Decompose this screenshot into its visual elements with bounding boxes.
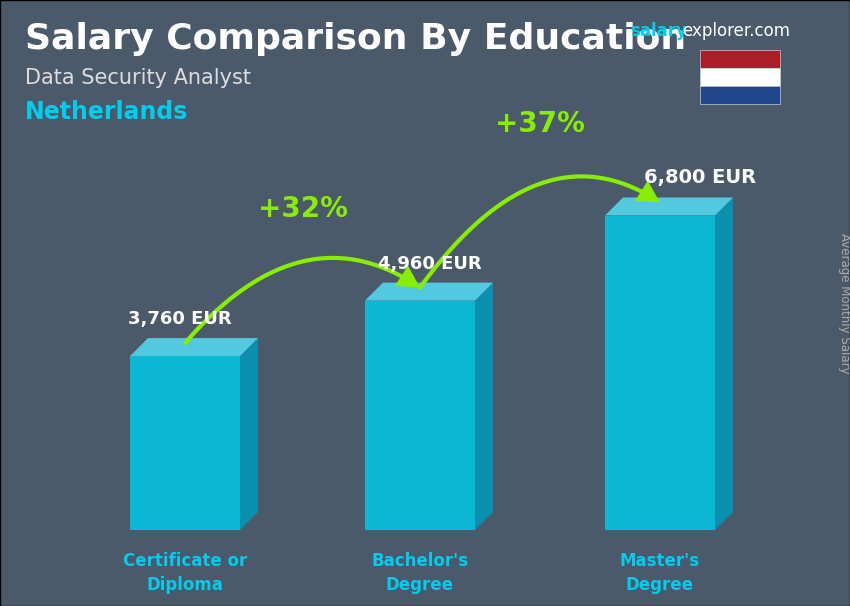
Polygon shape: [130, 338, 258, 356]
Polygon shape: [365, 301, 475, 530]
Text: +37%: +37%: [495, 110, 585, 138]
FancyBboxPatch shape: [700, 68, 780, 86]
Text: Data Security Analyst: Data Security Analyst: [25, 68, 251, 88]
Polygon shape: [395, 265, 420, 288]
Text: 3,760 EUR: 3,760 EUR: [128, 310, 232, 328]
Text: Master's
Degree: Master's Degree: [620, 552, 700, 594]
Polygon shape: [365, 282, 493, 301]
Polygon shape: [605, 198, 733, 216]
Text: Certificate or
Diploma: Certificate or Diploma: [123, 552, 247, 594]
Polygon shape: [715, 198, 733, 530]
Text: 6,800 EUR: 6,800 EUR: [644, 168, 756, 187]
Polygon shape: [475, 282, 493, 530]
Text: salary: salary: [630, 22, 687, 40]
Text: +32%: +32%: [258, 195, 348, 222]
FancyBboxPatch shape: [700, 50, 780, 68]
Text: Netherlands: Netherlands: [25, 100, 189, 124]
Text: Salary Comparison By Education: Salary Comparison By Education: [25, 22, 686, 56]
Polygon shape: [240, 338, 258, 530]
FancyBboxPatch shape: [700, 86, 780, 104]
Polygon shape: [130, 356, 240, 530]
Text: explorer.com: explorer.com: [682, 22, 790, 40]
Text: 4,960 EUR: 4,960 EUR: [378, 255, 482, 273]
Text: Bachelor's
Degree: Bachelor's Degree: [371, 552, 468, 594]
Polygon shape: [605, 216, 715, 530]
Text: Average Monthly Salary: Average Monthly Salary: [838, 233, 850, 373]
Polygon shape: [635, 181, 660, 202]
